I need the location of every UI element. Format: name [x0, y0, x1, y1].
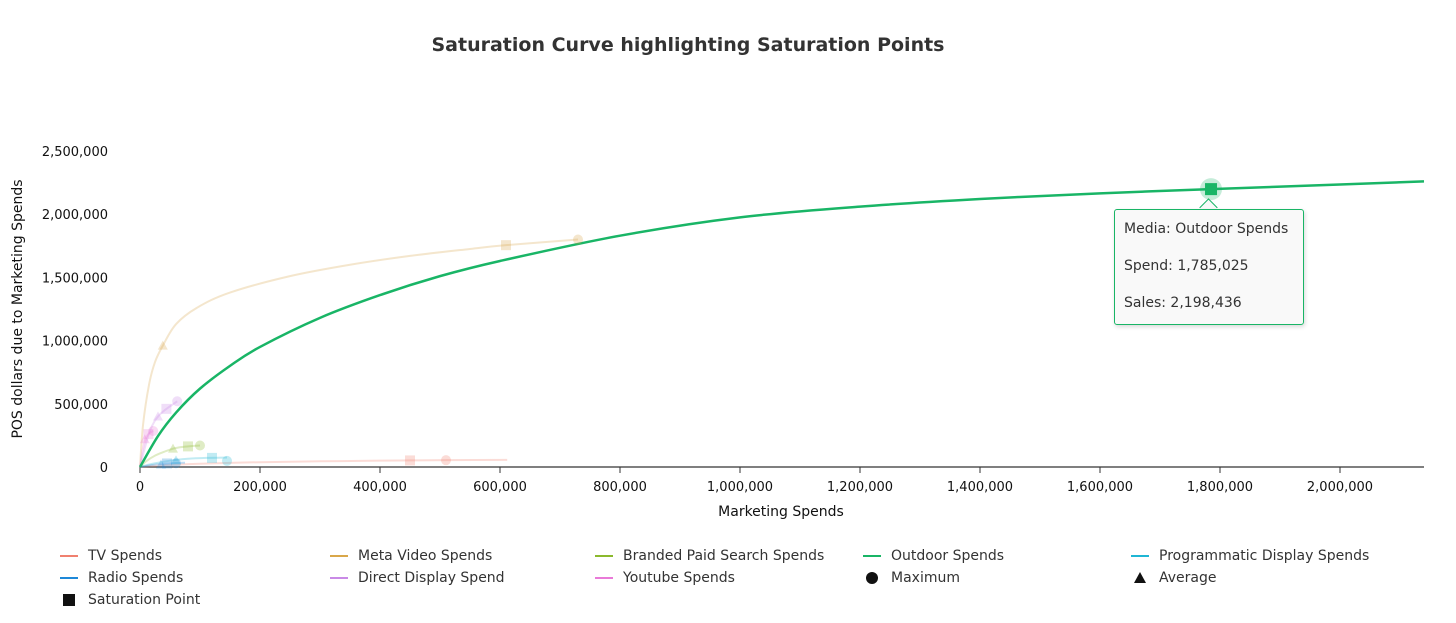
- average-point-direct-display-spend[interactable]: [153, 411, 163, 421]
- series-line-radio-spends[interactable]: [139, 461, 186, 468]
- tooltip-spend: Spend: 1,785,025: [1124, 258, 1249, 274]
- maximum-point-tv-spends[interactable]: [441, 455, 451, 466]
- maximum-point-youtube-spends[interactable]: [148, 425, 159, 436]
- y-tick-label: 2,500,000: [42, 145, 108, 160]
- series-layer: [138, 180, 1425, 468]
- chart-title: Saturation Curve highlighting Saturation…: [431, 34, 945, 56]
- legend-line-icon: [330, 577, 348, 579]
- saturation-point-programmatic-display-spends[interactable]: [207, 452, 217, 463]
- legend-item-programmatic-display-spends[interactable]: Programmatic Display Spends: [1131, 546, 1369, 566]
- legend-item-meta-video-spends[interactable]: Meta Video Spends: [330, 546, 492, 566]
- y-axis-title: POS dollars due to Marketing Spends: [10, 179, 26, 438]
- x-tick-label: 200,000: [233, 480, 287, 495]
- circle-icon: [863, 571, 881, 585]
- saturation-point-direct-display-spend[interactable]: [161, 403, 172, 414]
- saturation-point-meta-video-spends[interactable]: [501, 240, 511, 251]
- legend-label: Average: [1159, 570, 1217, 586]
- tooltip-sales: Sales: 2,198,436: [1124, 295, 1242, 311]
- average-point-radio-spends[interactable]: [156, 459, 166, 469]
- triangle-icon: [1131, 571, 1149, 585]
- maximum-point-radio-spends[interactable]: [171, 458, 181, 469]
- x-tick-label: 1,200,000: [827, 480, 893, 495]
- y-tick-label: 500,000: [54, 398, 108, 413]
- x-axis-title: Marketing Spends: [718, 504, 844, 520]
- legend-label: Radio Spends: [88, 570, 184, 586]
- legend-item-youtube-spends[interactable]: Youtube Spends: [595, 568, 735, 588]
- x-tick-label: 1,000,000: [707, 480, 773, 495]
- legend-item-average[interactable]: Average: [1131, 568, 1217, 588]
- maximum-point-programmatic-display-spends[interactable]: [222, 455, 232, 466]
- x-tick-label: 800,000: [593, 480, 647, 495]
- legend-line-icon: [60, 577, 78, 579]
- marker-layer: [139, 178, 1223, 469]
- legend-item-direct-display-spend[interactable]: Direct Display Spend: [330, 568, 505, 588]
- legend-label: Meta Video Spends: [358, 548, 493, 564]
- legend-label: Outdoor Spends: [891, 548, 1005, 564]
- x-tick-label: 1,800,000: [1187, 480, 1253, 495]
- saturation-point-branded-paid-search-spends[interactable]: [183, 441, 193, 452]
- legend-line-icon: [595, 555, 613, 557]
- legend-label: Saturation Point: [88, 592, 201, 608]
- y-tick-label: 0: [100, 461, 108, 476]
- y-tick-label: 1,000,000: [42, 335, 108, 350]
- legend-item-outdoor-spends[interactable]: Outdoor Spends: [863, 546, 1004, 566]
- legend-line-icon: [330, 555, 348, 557]
- legend-label: Maximum: [891, 570, 960, 586]
- series-line-youtube-spends[interactable]: [139, 430, 154, 468]
- y-tick-label: 2,000,000: [42, 208, 108, 223]
- legend-item-maximum[interactable]: Maximum: [863, 568, 960, 588]
- legend-label: Direct Display Spend: [358, 570, 505, 586]
- series-line-outdoor-spends[interactable]: [138, 180, 1425, 468]
- x-tick-label: 1,600,000: [1067, 480, 1133, 495]
- tooltip-media: Media: Outdoor Spends: [1124, 221, 1289, 237]
- legend-item-tv-spends[interactable]: TV Spends: [60, 546, 162, 566]
- y-axis: 0 500,000 1,000,000 1,500,000 2,000,000 2,500…: [42, 145, 108, 476]
- legend-label: Youtube Spends: [623, 570, 735, 586]
- series-line-meta-video-spends[interactable]: [139, 238, 579, 468]
- tooltip: Media: Outdoor Spends Spend: 1,785,025 S…: [1114, 209, 1304, 325]
- legend-label: TV Spends: [88, 548, 163, 564]
- x-tick-label: 600,000: [473, 480, 527, 495]
- maximum-point-direct-display-spend[interactable]: [172, 396, 183, 407]
- x-tick-label: 0: [136, 480, 144, 495]
- saturation-point-outdoor-spends[interactable]: [1205, 183, 1218, 196]
- legend-item-radio-spends[interactable]: Radio Spends: [60, 568, 183, 588]
- average-point-meta-video-spends[interactable]: [157, 340, 168, 350]
- legend-item-saturation-point[interactable]: Saturation Point: [60, 590, 200, 610]
- series-line-programmatic-display-spends[interactable]: [139, 456, 228, 468]
- x-axis: 0 200,000 400,000 600,000 800,000 1,000,000 1,…: [136, 466, 1424, 495]
- series-line-branded-paid-search-spends[interactable]: [139, 444, 201, 468]
- series-line-direct-display-spend[interactable]: [139, 400, 178, 468]
- legend-label: Programmatic Display Spends: [1159, 548, 1370, 564]
- average-point-branded-paid-search-spends[interactable]: [168, 443, 178, 453]
- average-point-programmatic-display-spends[interactable]: [171, 455, 181, 465]
- x-tick-label: 400,000: [353, 480, 407, 495]
- series-line-tv-spends[interactable]: [139, 458, 508, 468]
- saturation-point-tv-spends[interactable]: [405, 455, 415, 466]
- chart-plot: 0 500,000 1,000,000 1,500,000 2,000,000 2,500…: [10, 145, 1425, 520]
- maximum-point-branded-paid-search-spends[interactable]: [195, 440, 205, 451]
- maximum-point-meta-video-spends[interactable]: [573, 234, 583, 245]
- x-tick-label: 1,400,000: [947, 480, 1013, 495]
- square-icon: [60, 593, 78, 607]
- saturation-point-radio-spends[interactable]: [162, 458, 172, 469]
- legend-line-icon: [60, 555, 78, 557]
- legend-line-icon: [1131, 555, 1149, 557]
- saturation-point-youtube-spends[interactable]: [143, 429, 154, 440]
- y-tick-label: 1,500,000: [42, 271, 108, 286]
- x-tick-label: 2,000,000: [1307, 480, 1373, 495]
- average-point-youtube-spends[interactable]: [139, 434, 150, 444]
- legend-label: Branded Paid Search Spends: [623, 548, 825, 564]
- legend-line-icon: [863, 555, 881, 557]
- legend-item-branded-paid-search-spends[interactable]: Branded Paid Search Spends: [595, 546, 824, 566]
- legend-line-icon: [595, 577, 613, 579]
